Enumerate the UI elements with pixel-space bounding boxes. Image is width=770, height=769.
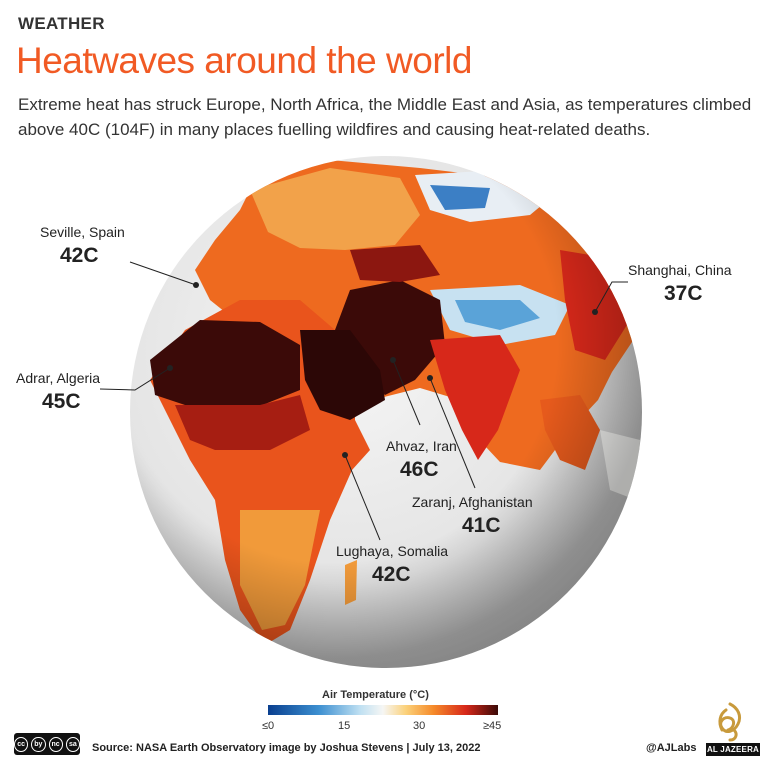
leader-lines <box>99 261 628 541</box>
city-markers <box>167 282 598 458</box>
by-icon: by <box>31 736 46 752</box>
city-temp-lughaya: 42C <box>372 563 411 586</box>
legend-title: Air Temperature (°C) <box>322 689 429 701</box>
city-label-adrar: Adrar, Algeria <box>16 370 101 386</box>
leader-shanghai <box>594 281 628 313</box>
legend-tick-0: ≤0 <box>262 720 275 732</box>
al-jazeera-logo-icon <box>718 702 742 742</box>
marker-seville <box>193 282 199 288</box>
legend-color-bar <box>268 705 498 715</box>
sa-icon: sa <box>65 736 80 752</box>
city-label-shanghai: Shanghai, China <box>628 262 732 278</box>
al-jazeera-wordmark: AL JAZEERA <box>706 743 760 756</box>
page-subtitle: Extreme heat has struck Europe, North Af… <box>18 95 752 139</box>
leader-ahvaz <box>392 359 421 426</box>
marker-lughaya <box>342 452 348 458</box>
section-kicker: WEATHER <box>18 14 105 33</box>
marker-shanghai <box>592 309 598 315</box>
leader-seville <box>129 261 197 286</box>
legend-tick-45: ≥45 <box>483 720 502 732</box>
creative-commons-badge: cc by nc sa <box>14 733 80 755</box>
cc-icon: cc <box>14 736 29 752</box>
city-temp-adrar: 45C <box>42 390 81 413</box>
legend-tick-15: 15 <box>338 720 351 732</box>
city-temp-zaranj: 41C <box>462 514 501 537</box>
leader-adrar <box>99 367 171 391</box>
marker-adrar <box>167 365 173 371</box>
city-label-zaranj: Zaranj, Afghanistan <box>412 494 533 510</box>
legend-tick-30: 30 <box>413 720 426 732</box>
city-label-ahvaz: Ahvaz, Iran <box>386 438 457 454</box>
city-temp-ahvaz: 46C <box>400 458 439 481</box>
nc-icon: nc <box>48 736 63 752</box>
ajlabs-handle: @AJLabs <box>646 742 697 754</box>
leader-lughaya <box>344 454 381 541</box>
source-credit: Source: NASA Earth Observatory image by … <box>92 742 481 754</box>
globe-shade <box>130 156 642 668</box>
city-temp-seville: 42C <box>60 244 99 267</box>
marker-zaranj <box>427 375 433 381</box>
marker-ahvaz <box>390 357 396 363</box>
city-label-lughaya: Lughaya, Somalia <box>336 543 449 559</box>
leader-zaranj <box>429 377 476 489</box>
city-label-seville: Seville, Spain <box>40 224 125 240</box>
page-title: Heatwaves around the world <box>16 40 472 81</box>
city-temp-shanghai: 37C <box>664 282 703 305</box>
